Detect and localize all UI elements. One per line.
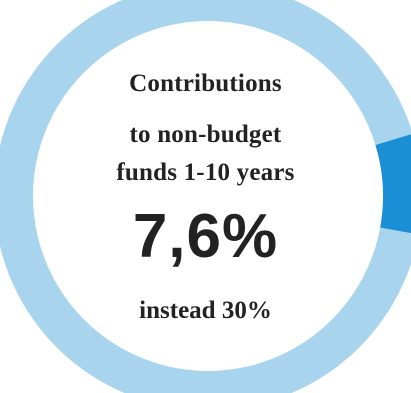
chart-title-line-1: Contributions xyxy=(129,70,282,97)
chart-title-line-3: funds 1-10 years xyxy=(116,159,295,186)
donut-slice-highlight xyxy=(375,134,411,234)
comparison-label: instead 30% xyxy=(139,297,272,324)
chart-title-line-2: to non-budget xyxy=(129,121,282,148)
value-label: 7,6% xyxy=(132,202,279,271)
